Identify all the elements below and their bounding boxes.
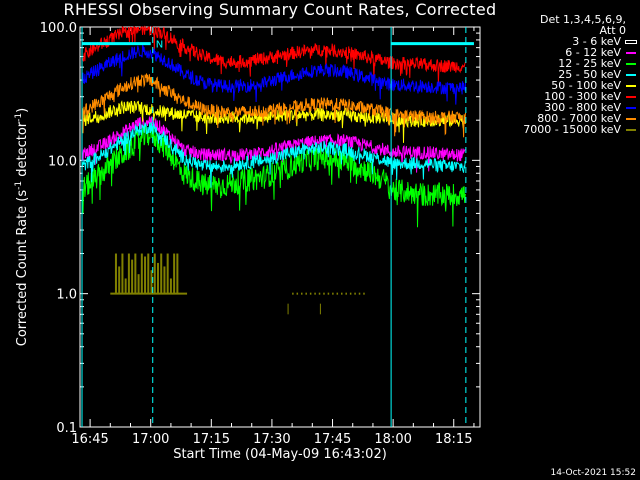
legend-swatch bbox=[626, 95, 636, 98]
legend-entry-label: 6 - 12 keV bbox=[565, 46, 621, 59]
high-energy-dot bbox=[341, 292, 343, 295]
high-energy-dot bbox=[318, 292, 321, 295]
legend-swatch bbox=[626, 106, 636, 109]
legend-rows: 3 - 6 keV 6 - 12 keV 12 - 25 keV 25 - 50 ke… bbox=[476, 35, 637, 135]
x-tick-label: 17:00 bbox=[132, 432, 169, 447]
series-line bbox=[81, 25, 466, 84]
x-axis-label: Start Time (04-May-09 16:43:02) bbox=[173, 447, 387, 462]
legend-entry-label: 12 - 25 keV bbox=[558, 57, 621, 70]
legend-entry-label: 3 - 6 keV bbox=[572, 35, 621, 48]
legend-swatch bbox=[626, 62, 636, 65]
series-layer bbox=[81, 25, 466, 315]
high-energy-spike bbox=[169, 278, 172, 294]
high-energy-spike bbox=[127, 253, 130, 294]
legend-swatch bbox=[626, 51, 636, 54]
legend-entry: 7000 - 15000 keV bbox=[476, 124, 636, 135]
x-tick-label: 18:00 bbox=[374, 432, 411, 447]
high-energy-spike bbox=[176, 253, 179, 294]
high-energy-spike bbox=[137, 274, 140, 294]
high-energy-dot bbox=[358, 292, 361, 295]
legend-entry: 3 - 6 keV bbox=[476, 35, 637, 48]
legend-swatch bbox=[626, 73, 636, 76]
high-energy-dot bbox=[305, 292, 307, 295]
y-tick-label: 1.0 bbox=[56, 288, 77, 303]
legend-entry-label: 50 - 100 keV bbox=[551, 79, 621, 92]
high-energy-spike bbox=[163, 266, 166, 294]
high-energy-spike bbox=[140, 253, 143, 294]
y-axis-label: Corrected Count Rate (s-1 detector-1) bbox=[14, 108, 30, 346]
high-energy-spike bbox=[124, 278, 127, 294]
timestamp: 14-Oct-2021 15:52 bbox=[550, 468, 636, 478]
legend-swatch bbox=[626, 128, 636, 131]
y-axis-label-part: Corrected Count Rate (s bbox=[15, 190, 30, 347]
y-axis-label-exponent: -1 bbox=[14, 181, 24, 190]
legend-swatch bbox=[625, 39, 637, 44]
high-energy-dot bbox=[345, 292, 347, 295]
y-axis-label-part: ) bbox=[15, 108, 30, 113]
high-energy-spike bbox=[156, 262, 159, 294]
x-tick-label: 17:45 bbox=[314, 432, 351, 447]
high-energy-spike bbox=[166, 253, 169, 294]
y-tick-label: 10.0 bbox=[48, 154, 77, 169]
high-energy-spike bbox=[147, 253, 150, 294]
legend-entry: 300 - 800 keV bbox=[476, 102, 636, 113]
x-tick-label: 17:15 bbox=[193, 432, 230, 447]
axes: 0.1 1.0 10.0 100.0 16:45 17:00 17:15 17:30 17:45… bbox=[14, 21, 481, 462]
y-axis-label-exponent: -1 bbox=[14, 113, 24, 122]
plot-frame bbox=[79, 26, 481, 428]
x-tick-label: 16:45 bbox=[71, 432, 108, 447]
overlay-layer: N bbox=[81, 27, 474, 427]
legend-entry-label: 300 - 800 keV bbox=[544, 101, 621, 114]
legend-entry-label: 25 - 50 keV bbox=[558, 68, 621, 81]
high-energy-dot bbox=[354, 292, 356, 295]
y-axis-label-part: detector bbox=[15, 121, 30, 181]
high-energy-dot bbox=[332, 292, 334, 295]
high-energy-dot bbox=[327, 292, 330, 295]
high-energy-dot bbox=[292, 292, 294, 295]
high-energy-spike bbox=[173, 253, 176, 294]
legend-header-detectors: Det 1,3,4,5,6,9, bbox=[539, 13, 626, 26]
legend: Det 1,3,4,5,6,9, Att 0 3 - 6 keV 6 - 12 k… bbox=[476, 13, 637, 135]
high-energy-spike bbox=[134, 253, 137, 294]
legend-entry-label: 800 - 7000 keV bbox=[537, 112, 621, 125]
series-line bbox=[81, 73, 466, 138]
x-tick-label: 17:30 bbox=[253, 432, 290, 447]
high-energy-dot bbox=[301, 292, 303, 295]
legend-swatch bbox=[626, 84, 636, 87]
n-annotation: N bbox=[156, 40, 163, 51]
legend-swatch bbox=[626, 117, 636, 120]
series-line bbox=[81, 122, 466, 188]
legend-entry: 25 - 50 keV bbox=[476, 69, 636, 80]
high-energy-spike bbox=[150, 270, 153, 294]
high-energy-dot bbox=[349, 292, 352, 295]
high-energy-dot bbox=[309, 292, 312, 295]
legend-entry: 800 - 7000 keV bbox=[476, 113, 636, 124]
high-energy-spike bbox=[114, 253, 117, 294]
legend-entry-label: 100 - 300 keV bbox=[544, 90, 621, 103]
x-tick-label: 18:15 bbox=[435, 432, 472, 447]
legend-entry: 50 - 100 keV bbox=[476, 80, 636, 91]
legend-entry: 12 - 25 keV bbox=[476, 58, 636, 69]
legend-entry: 100 - 300 keV bbox=[476, 91, 636, 102]
high-energy-dot bbox=[363, 292, 365, 295]
high-energy-spike bbox=[121, 253, 124, 294]
high-energy-spike bbox=[131, 259, 134, 294]
y-tick-label: 0.1 bbox=[56, 421, 77, 436]
high-energy-spike bbox=[160, 253, 163, 294]
y-tick-label: 100.0 bbox=[40, 21, 77, 36]
high-energy-dot bbox=[296, 292, 299, 295]
series-line bbox=[81, 44, 466, 105]
high-energy-spike bbox=[153, 253, 156, 294]
legend-entry-label: 7000 - 15000 keV bbox=[523, 123, 621, 136]
legend-header-attenuator: Att 0 bbox=[599, 24, 626, 37]
high-energy-dot bbox=[336, 292, 339, 295]
high-energy-spike bbox=[144, 256, 147, 294]
high-energy-dot bbox=[323, 292, 325, 295]
high-energy-spike bbox=[118, 266, 121, 294]
legend-entry: 6 - 12 keV bbox=[476, 47, 636, 58]
chart-title: RHESSI Observing Summary Count Rates, Co… bbox=[63, 0, 497, 19]
high-energy-dot bbox=[314, 292, 316, 295]
